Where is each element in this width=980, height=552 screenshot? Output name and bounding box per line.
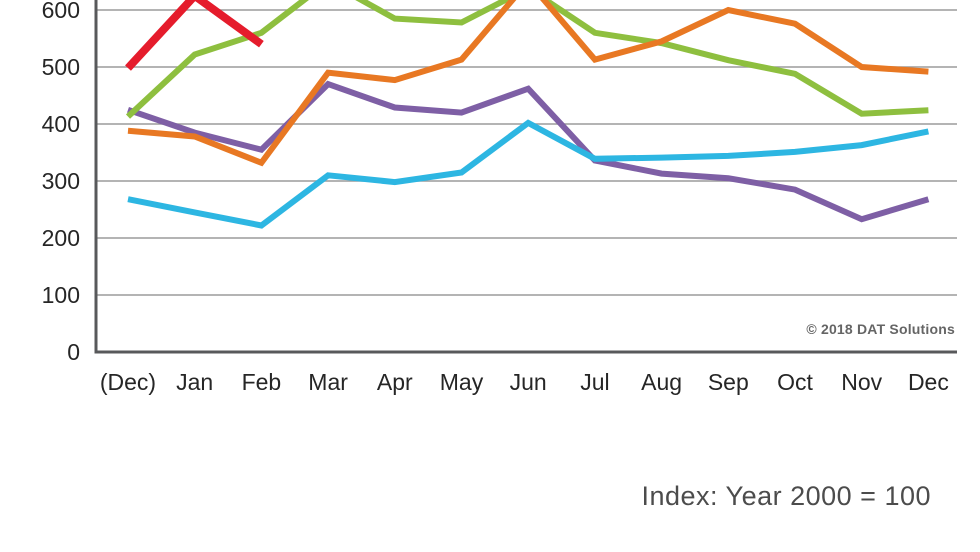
index-note: Index: Year 2000 = 100 <box>641 481 931 511</box>
y-axis-tick-label: 200 <box>42 225 80 251</box>
x-axis-tick-label: Oct <box>777 369 813 395</box>
series-orange-line <box>127 0 929 167</box>
y-axis-tick-label: 100 <box>42 282 80 308</box>
x-axis-tick-label: Aug <box>641 369 682 395</box>
x-axis-tick-label: Apr <box>377 369 413 395</box>
y-axis-tick-label: 500 <box>42 54 80 80</box>
y-axis-tick-label: 600 <box>42 0 80 23</box>
series-purple-line <box>127 80 930 223</box>
series-cyan-line <box>127 119 930 229</box>
y-axis-tick-label: 300 <box>42 168 80 194</box>
copyright-notice: © 2018 DAT Solutions <box>806 321 955 337</box>
x-axis-tick-label: Sep <box>708 369 749 395</box>
x-axis-tick-label: May <box>440 369 484 395</box>
x-axis-tick-label: Feb <box>242 369 282 395</box>
series-red-line-partial <box>125 0 264 71</box>
x-axis-tick-label: Mar <box>308 369 348 395</box>
x-axis-tick-label: (Dec) <box>100 369 156 395</box>
x-axis-tick-label: Jun <box>510 369 547 395</box>
x-axis-tick-label: Jan <box>176 369 213 395</box>
x-axis-tick-label: Dec <box>908 369 949 395</box>
x-axis-tick-label: Jul <box>580 369 609 395</box>
x-axis-tick-label: Nov <box>841 369 882 395</box>
y-axis-tick-label: 400 <box>42 111 80 137</box>
y-axis-tick-label: 0 <box>67 339 80 365</box>
series-green-line <box>125 0 929 119</box>
